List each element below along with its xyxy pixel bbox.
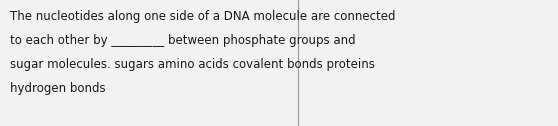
Text: to each other by _________ between phosphate groups and: to each other by _________ between phosp… (10, 34, 355, 47)
Text: sugar molecules. sugars amino acids covalent bonds proteins: sugar molecules. sugars amino acids cova… (10, 58, 375, 71)
Text: The nucleotides along one side of a DNA molecule are connected: The nucleotides along one side of a DNA … (10, 10, 396, 23)
Text: hydrogen bonds: hydrogen bonds (10, 82, 105, 95)
